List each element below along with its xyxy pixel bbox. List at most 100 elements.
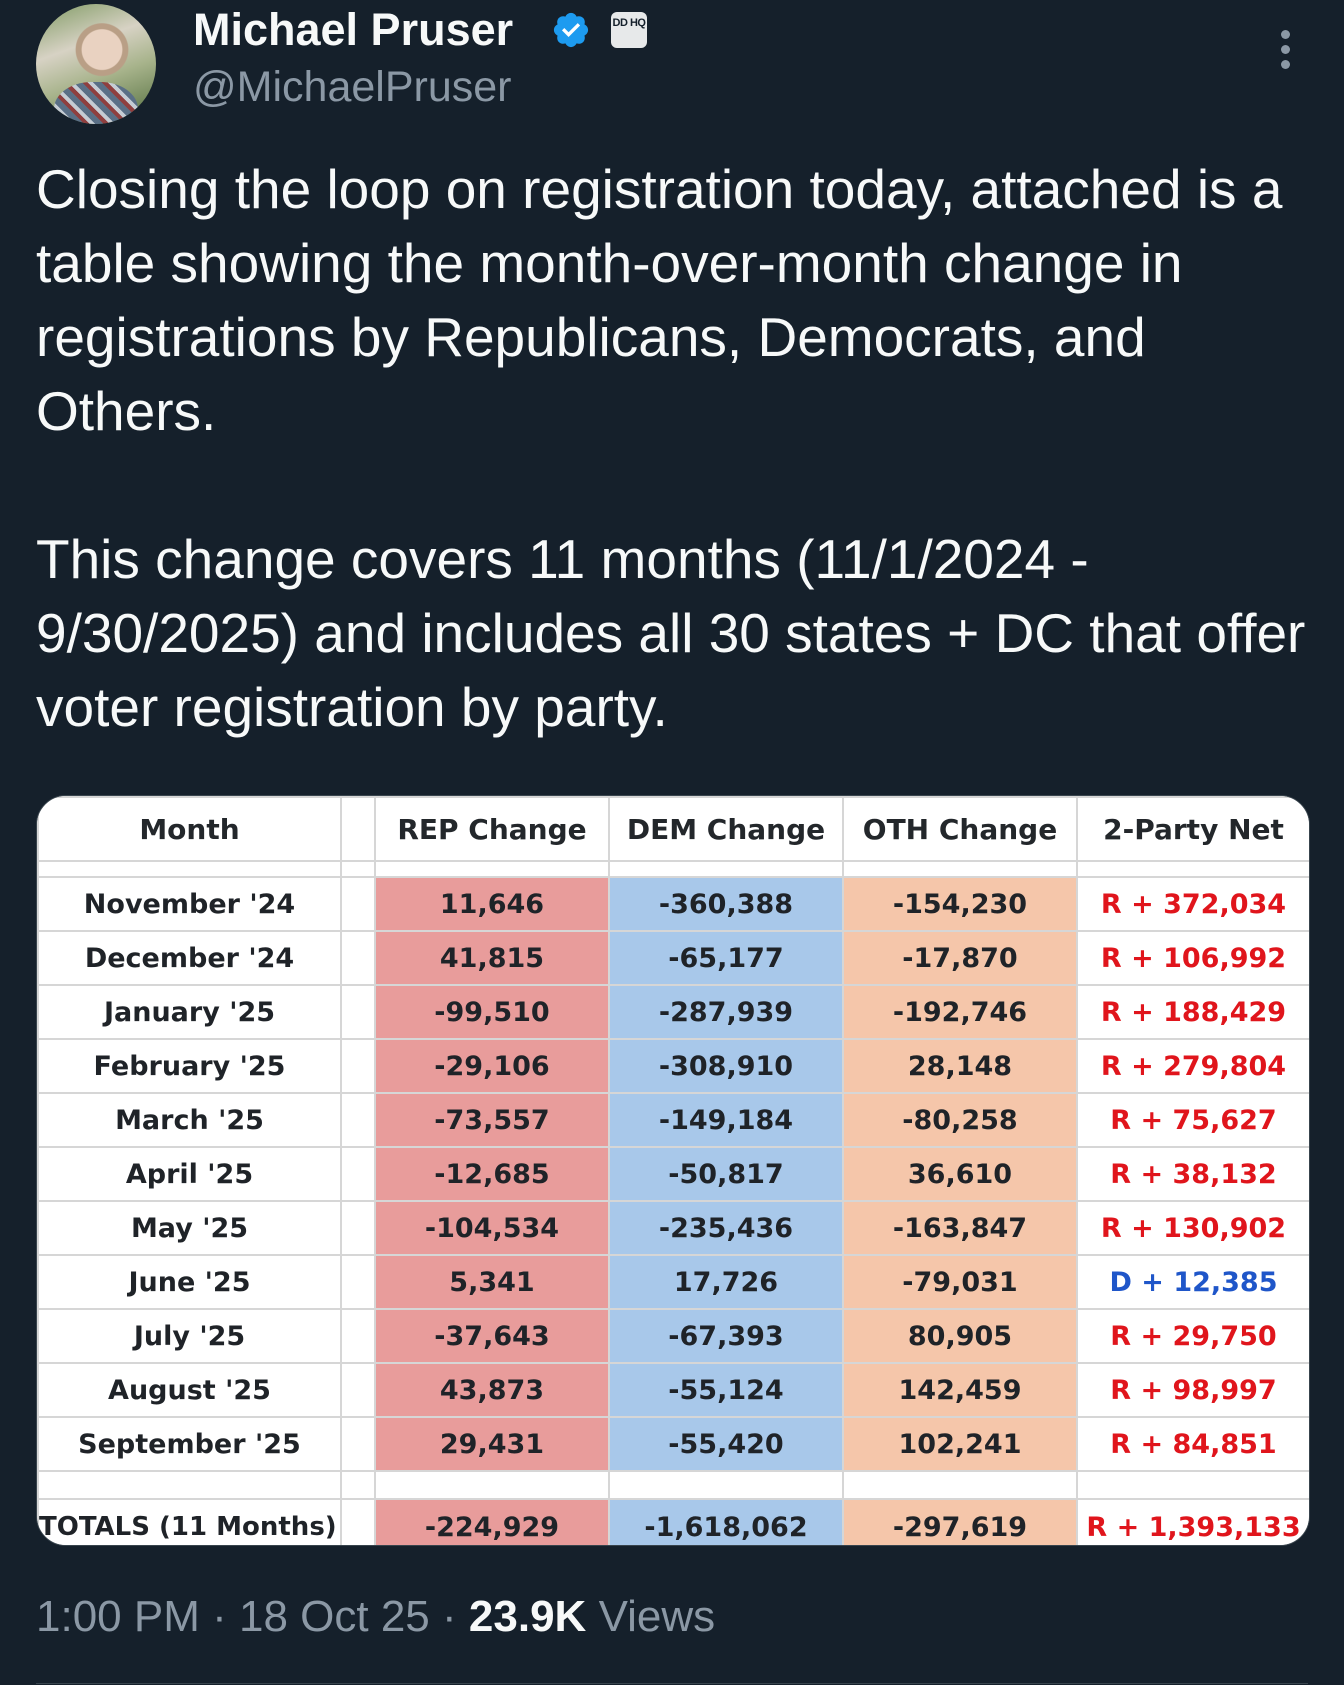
totals-rep: -224,929 bbox=[374, 1498, 610, 1545]
tweet-time[interactable]: 1:00 PM bbox=[36, 1592, 200, 1641]
oth-change-cell: -163,847 bbox=[842, 1200, 1078, 1256]
totals-net: R + 1,393,133 bbox=[1076, 1498, 1309, 1545]
spacer-cell bbox=[340, 1308, 376, 1364]
spacer-cell bbox=[340, 1498, 376, 1545]
two-party-net-cell: R + 188,429 bbox=[1076, 984, 1309, 1040]
totals-dem: -1,618,062 bbox=[608, 1498, 844, 1545]
blank-cell bbox=[340, 1470, 376, 1500]
spacer-cell bbox=[340, 1200, 376, 1256]
totals-row: TOTALS (11 Months) -224,929 -1,618,062 -297… bbox=[37, 1498, 1309, 1545]
tweet-date[interactable]: 18 Oct 25 bbox=[239, 1592, 430, 1641]
rep-change-cell: -37,643 bbox=[374, 1308, 610, 1364]
spacer-cell bbox=[340, 1254, 376, 1310]
rep-change-cell: -99,510 bbox=[374, 984, 610, 1040]
month-cell: August '25 bbox=[37, 1362, 342, 1418]
header-spacer bbox=[340, 796, 376, 862]
tweet-text: Closing the loop on registration today, … bbox=[36, 152, 1316, 744]
dem-change-cell: -149,184 bbox=[608, 1092, 844, 1148]
spacer-cell bbox=[340, 930, 376, 986]
registration-table: Month REP Change DEM Change OTH Change 2… bbox=[37, 796, 1309, 1545]
spacer-cell bbox=[340, 1038, 376, 1094]
avatar[interactable] bbox=[36, 4, 156, 124]
rep-change-cell: 41,815 bbox=[374, 930, 610, 986]
blank-cell bbox=[37, 1470, 342, 1500]
two-party-net-cell: R + 84,851 bbox=[1076, 1416, 1309, 1472]
table-row: April '25 -12,685 -50,817 36,610 R + 38,132 bbox=[37, 1146, 1309, 1202]
month-cell: June '25 bbox=[37, 1254, 342, 1310]
two-party-net-cell: R + 98,997 bbox=[1076, 1362, 1309, 1418]
oth-change-cell: -154,230 bbox=[842, 876, 1078, 932]
dem-change-cell: -55,124 bbox=[608, 1362, 844, 1418]
month-cell: February '25 bbox=[37, 1038, 342, 1094]
table-row: June '25 5,341 17,726 -79,031 D + 12,385 bbox=[37, 1254, 1309, 1310]
rep-change-cell: -104,534 bbox=[374, 1200, 610, 1256]
rep-change-cell: 5,341 bbox=[374, 1254, 610, 1310]
dem-change-cell: -50,817 bbox=[608, 1146, 844, 1202]
oth-change-cell: 80,905 bbox=[842, 1308, 1078, 1364]
spacer-cell bbox=[340, 1146, 376, 1202]
author-handle[interactable]: @MichaelPruser bbox=[193, 63, 512, 111]
table-row: February '25 -29,106 -308,910 28,148 R + 279… bbox=[37, 1038, 1309, 1094]
oth-change-cell: -17,870 bbox=[842, 930, 1078, 986]
tweet-paragraph-1: Closing the loop on registration today, … bbox=[36, 158, 1283, 442]
dem-change-cell: -287,939 bbox=[608, 984, 844, 1040]
spacer-cell bbox=[340, 1092, 376, 1148]
two-party-net-cell: D + 12,385 bbox=[1076, 1254, 1309, 1310]
month-cell: July '25 bbox=[37, 1308, 342, 1364]
meta-separator: · bbox=[212, 1592, 239, 1641]
divider bbox=[36, 1683, 1308, 1684]
meta-separator: · bbox=[442, 1592, 469, 1641]
dem-change-cell: -67,393 bbox=[608, 1308, 844, 1364]
table-row: May '25 -104,534 -235,436 -163,847 R + 130,9… bbox=[37, 1200, 1309, 1256]
dem-change-cell: 17,726 bbox=[608, 1254, 844, 1310]
attached-image[interactable]: Month REP Change DEM Change OTH Change 2… bbox=[36, 795, 1310, 1546]
blank-cell bbox=[1076, 1470, 1309, 1500]
oth-change-cell: 36,610 bbox=[842, 1146, 1078, 1202]
rep-change-cell: 29,431 bbox=[374, 1416, 610, 1472]
dem-change-cell: -55,420 bbox=[608, 1416, 844, 1472]
table-row: November '24 11,646 -360,388 -154,230 R + 37… bbox=[37, 876, 1309, 932]
totals-label: TOTALS (11 Months) bbox=[37, 1498, 342, 1545]
oth-change-cell: 102,241 bbox=[842, 1416, 1078, 1472]
rep-change-cell: 43,873 bbox=[374, 1362, 610, 1418]
month-cell: April '25 bbox=[37, 1146, 342, 1202]
table-row: August '25 43,873 -55,124 142,459 R + 98,997 bbox=[37, 1362, 1309, 1418]
two-party-net-cell: R + 38,132 bbox=[1076, 1146, 1309, 1202]
two-party-net-cell: R + 279,804 bbox=[1076, 1038, 1309, 1094]
rep-change-cell: 11,646 bbox=[374, 876, 610, 932]
dem-change-cell: -235,436 bbox=[608, 1200, 844, 1256]
spacer-cell bbox=[340, 876, 376, 932]
author-name[interactable]: Michael Pruser bbox=[193, 4, 514, 55]
more-options-icon[interactable] bbox=[1270, 30, 1300, 74]
views-count: 23.9K bbox=[468, 1592, 587, 1641]
table-row: September '25 29,431 -55,420 102,241 R + 84,… bbox=[37, 1416, 1309, 1472]
header-month: Month bbox=[37, 796, 342, 862]
oth-change-cell: 28,148 bbox=[842, 1038, 1078, 1094]
month-cell: March '25 bbox=[37, 1092, 342, 1148]
totals-oth: -297,619 bbox=[842, 1498, 1078, 1545]
views-label: Views bbox=[598, 1592, 716, 1641]
dem-change-cell: -360,388 bbox=[608, 876, 844, 932]
tweet-paragraph-2: This change covers 11 months (11/1/2024 … bbox=[36, 528, 1306, 738]
header-dem: DEM Change bbox=[608, 796, 844, 862]
table-row: March '25 -73,557 -149,184 -80,258 R + 75,62… bbox=[37, 1092, 1309, 1148]
spacer-cell bbox=[340, 984, 376, 1040]
blank-cell bbox=[842, 1470, 1078, 1500]
two-party-net-cell: R + 372,034 bbox=[1076, 876, 1309, 932]
header-net: 2-Party Net bbox=[1076, 796, 1309, 862]
month-cell: December '24 bbox=[37, 930, 342, 986]
verified-badge-icon bbox=[553, 12, 589, 48]
table-gap-row bbox=[37, 860, 1309, 878]
month-cell: May '25 bbox=[37, 1200, 342, 1256]
tweet-meta: 1:00 PM · 18 Oct 25 · 23.9K Views bbox=[36, 1591, 715, 1643]
two-party-net-cell: R + 106,992 bbox=[1076, 930, 1309, 986]
table-row: December '24 41,815 -65,177 -17,870 R + 106,… bbox=[37, 930, 1309, 986]
affiliate-badge[interactable]: DD HQ bbox=[611, 12, 647, 48]
spacer-cell bbox=[340, 1416, 376, 1472]
table-row: July '25 -37,643 -67,393 80,905 R + 29,750 bbox=[37, 1308, 1309, 1364]
oth-change-cell: -80,258 bbox=[842, 1092, 1078, 1148]
spacer-cell bbox=[340, 1362, 376, 1418]
avatar-shoulders bbox=[54, 82, 138, 124]
table-row: January '25 -99,510 -287,939 -192,746 R + 18… bbox=[37, 984, 1309, 1040]
month-cell: January '25 bbox=[37, 984, 342, 1040]
